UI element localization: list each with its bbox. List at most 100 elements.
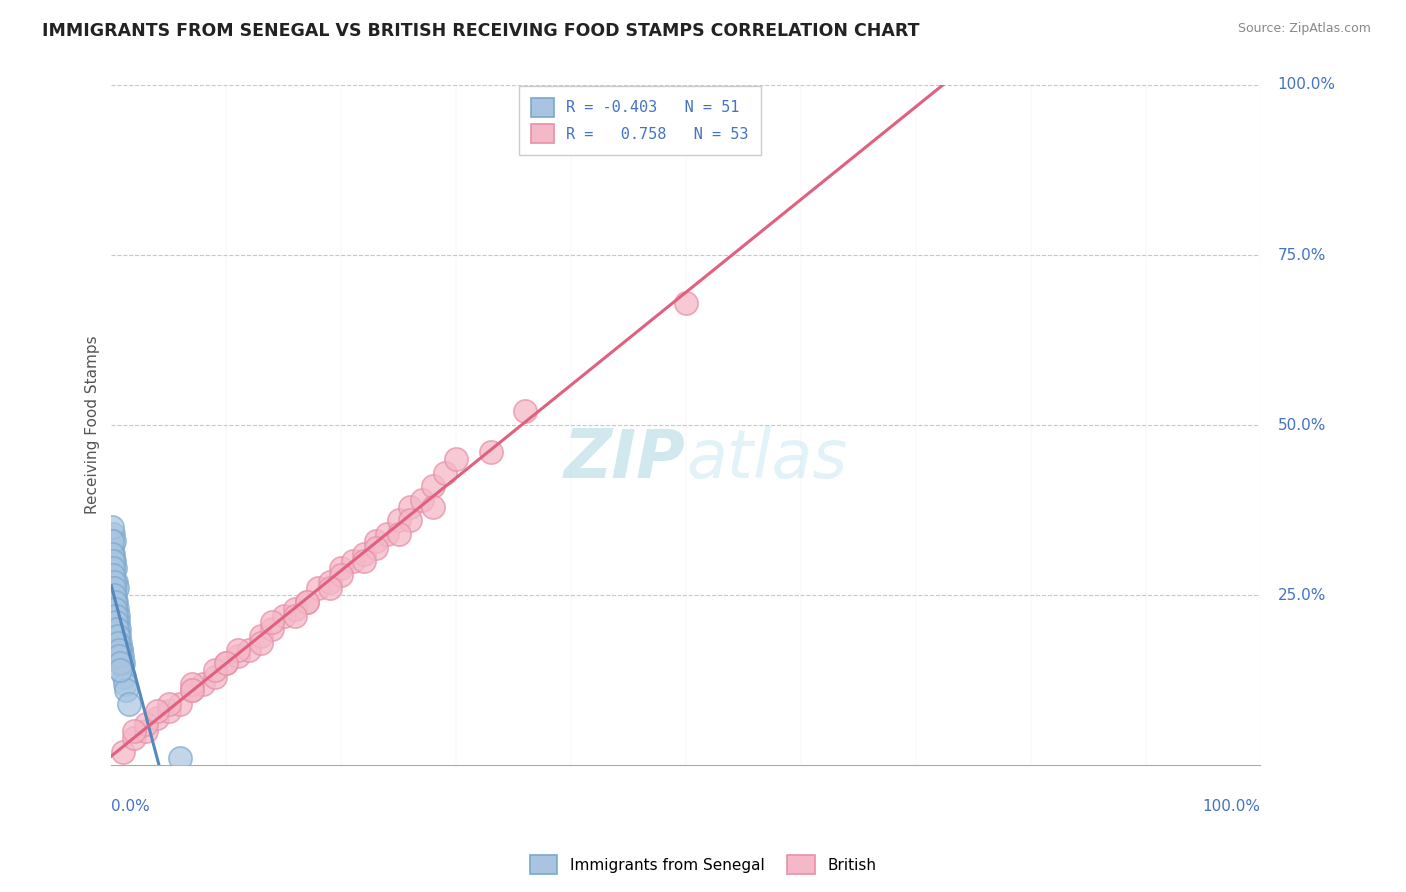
- Point: [307, 582, 329, 596]
- Point: [107, 642, 129, 657]
- Point: [388, 527, 411, 541]
- Point: [103, 567, 125, 582]
- Point: [422, 479, 444, 493]
- Text: 75.0%: 75.0%: [1278, 247, 1326, 262]
- Point: [101, 547, 124, 561]
- Point: [105, 595, 128, 609]
- Point: [105, 582, 128, 596]
- Point: [101, 527, 124, 541]
- Point: [226, 649, 249, 664]
- Point: [105, 622, 128, 636]
- Point: [115, 683, 138, 698]
- Point: [114, 676, 136, 690]
- Point: [330, 561, 353, 575]
- Y-axis label: Receiving Food Stamps: Receiving Food Stamps: [86, 335, 100, 515]
- Point: [262, 622, 284, 636]
- Point: [675, 295, 697, 310]
- Point: [103, 574, 125, 589]
- Point: [364, 533, 387, 548]
- Point: [215, 656, 238, 670]
- Point: [399, 500, 422, 514]
- Point: [319, 582, 342, 596]
- Point: [104, 608, 127, 623]
- Point: [238, 642, 260, 657]
- Point: [107, 615, 129, 630]
- Point: [103, 574, 125, 589]
- Text: ZIP: ZIP: [564, 426, 686, 492]
- Point: [103, 595, 125, 609]
- Text: 50.0%: 50.0%: [1278, 417, 1326, 433]
- Point: [284, 601, 307, 615]
- Point: [104, 601, 127, 615]
- Point: [157, 697, 180, 711]
- Point: [226, 642, 249, 657]
- Point: [104, 582, 127, 596]
- Point: [110, 642, 132, 657]
- Text: 0.0%: 0.0%: [111, 799, 150, 814]
- Point: [353, 547, 375, 561]
- Point: [249, 629, 271, 643]
- Point: [105, 601, 128, 615]
- Text: IMMIGRANTS FROM SENEGAL VS BRITISH RECEIVING FOOD STAMPS CORRELATION CHART: IMMIGRANTS FROM SENEGAL VS BRITISH RECEI…: [42, 22, 920, 40]
- Point: [319, 574, 342, 589]
- Point: [262, 615, 284, 630]
- Point: [101, 554, 124, 568]
- Point: [364, 541, 387, 555]
- Point: [353, 554, 375, 568]
- Point: [103, 533, 125, 548]
- Point: [169, 697, 191, 711]
- Point: [135, 724, 157, 739]
- Point: [111, 656, 134, 670]
- Point: [422, 500, 444, 514]
- Point: [111, 649, 134, 664]
- Text: 25.0%: 25.0%: [1278, 588, 1326, 603]
- Point: [330, 567, 353, 582]
- Point: [110, 642, 132, 657]
- Text: atlas: atlas: [686, 426, 846, 492]
- Point: [295, 595, 318, 609]
- Point: [107, 636, 129, 650]
- Point: [111, 745, 134, 759]
- Point: [101, 561, 124, 575]
- Point: [388, 513, 411, 527]
- Point: [104, 588, 127, 602]
- Point: [169, 751, 191, 765]
- Point: [103, 588, 125, 602]
- Point: [117, 697, 139, 711]
- Point: [104, 561, 127, 575]
- Point: [135, 717, 157, 731]
- Point: [342, 554, 364, 568]
- Point: [101, 567, 124, 582]
- Point: [204, 670, 226, 684]
- Point: [104, 574, 127, 589]
- Point: [193, 676, 215, 690]
- Text: Source: ZipAtlas.com: Source: ZipAtlas.com: [1237, 22, 1371, 36]
- Point: [146, 704, 169, 718]
- Point: [146, 710, 169, 724]
- Point: [444, 452, 467, 467]
- Point: [101, 520, 124, 534]
- Point: [399, 513, 422, 527]
- Text: 100.0%: 100.0%: [1202, 799, 1260, 814]
- Point: [101, 541, 124, 555]
- Point: [124, 724, 146, 739]
- Text: 100.0%: 100.0%: [1278, 78, 1336, 93]
- Point: [180, 683, 202, 698]
- Point: [249, 636, 271, 650]
- Point: [108, 636, 131, 650]
- Point: [110, 663, 132, 677]
- Point: [103, 582, 125, 596]
- Point: [108, 656, 131, 670]
- Point: [101, 547, 124, 561]
- Point: [295, 595, 318, 609]
- Legend: Immigrants from Senegal, British: Immigrants from Senegal, British: [524, 849, 882, 880]
- Point: [284, 608, 307, 623]
- Point: [108, 649, 131, 664]
- Point: [108, 622, 131, 636]
- Point: [479, 445, 502, 459]
- Point: [375, 527, 398, 541]
- Point: [107, 629, 129, 643]
- Point: [513, 404, 536, 418]
- Point: [433, 466, 456, 480]
- Point: [111, 656, 134, 670]
